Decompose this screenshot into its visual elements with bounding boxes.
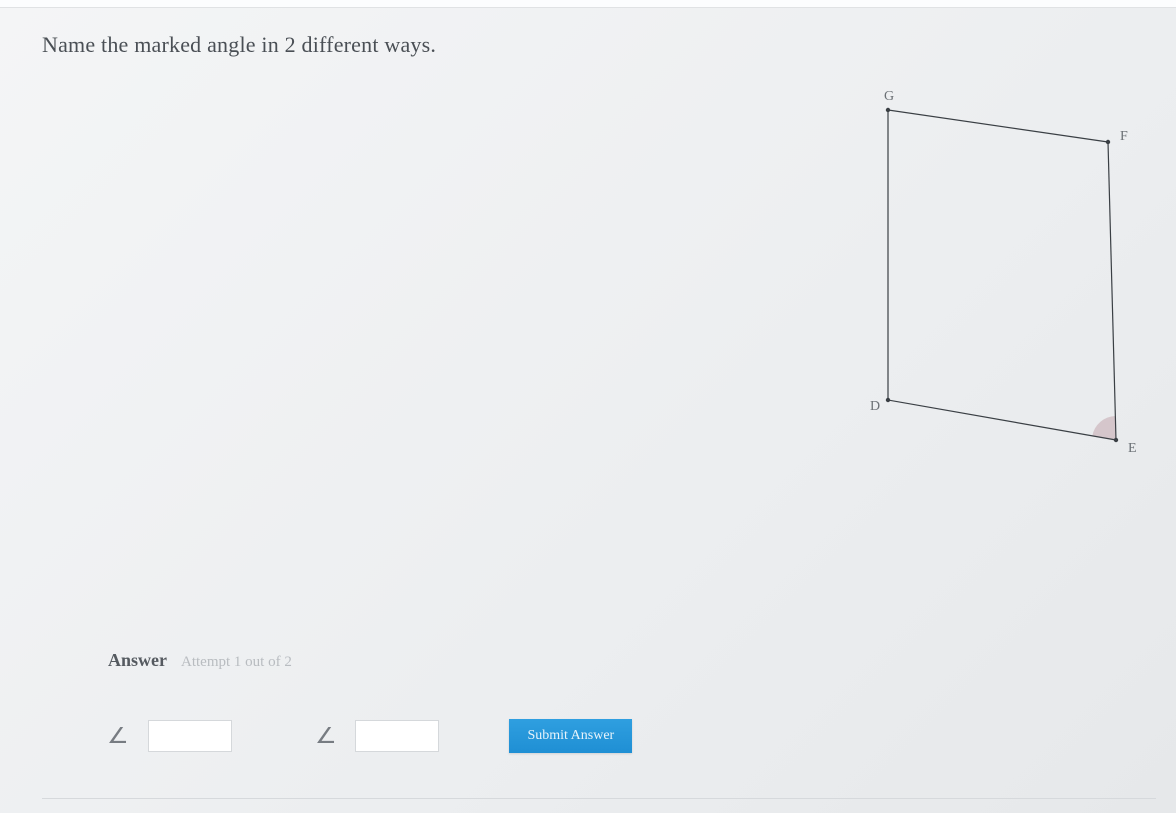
vertex-dot-E [1114, 438, 1118, 442]
inputs-row: ∠ ∠ Submit Answer [108, 719, 632, 753]
submit-button[interactable]: Submit Answer [509, 719, 632, 753]
quadrilateral-diagram: G F D E [848, 80, 1148, 470]
diagram-container: G F D E [848, 80, 1158, 480]
vertex-label-D: D [870, 399, 880, 414]
angle-icon: ∠ [315, 723, 337, 749]
top-bar [0, 0, 1176, 8]
diagram-edge [888, 110, 1108, 142]
angle-input-1[interactable] [148, 720, 232, 752]
vertex-label-E: E [1128, 441, 1137, 456]
question-text: Name the marked angle in 2 different way… [42, 32, 436, 58]
vertex-label-F: F [1120, 129, 1128, 144]
answer-section: Answer Attempt 1 out of 2 ∠ ∠ Submit Ans… [108, 650, 632, 753]
vertex-dot-G [886, 108, 890, 112]
vertex-dot-D [886, 398, 890, 402]
bottom-divider [42, 798, 1156, 799]
vertex-label-G: G [884, 89, 894, 104]
angle-icon: ∠ [107, 723, 129, 749]
answer-label: Answer [108, 650, 167, 671]
diagram-edge [888, 400, 1116, 440]
angle-input-2[interactable] [355, 720, 439, 752]
attempt-counter: Attempt 1 out of 2 [181, 654, 292, 671]
vertex-dot-F [1106, 140, 1110, 144]
diagram-edge [1108, 142, 1116, 440]
answer-header: Answer Attempt 1 out of 2 [108, 650, 632, 671]
